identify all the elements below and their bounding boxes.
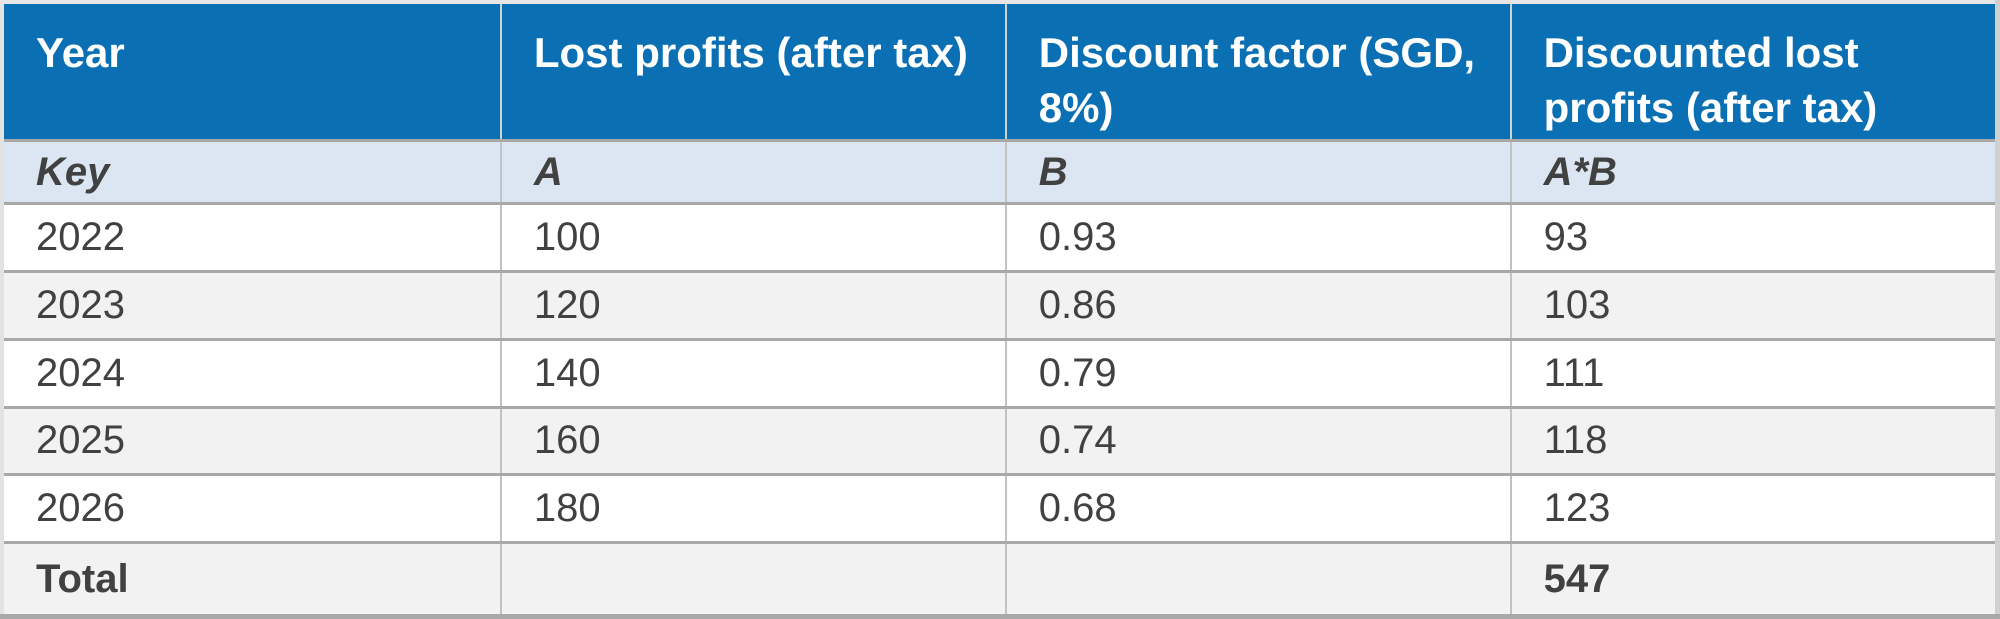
discounted-lost-profits-cell: 93 bbox=[1509, 202, 1998, 272]
year-cell: 2022 bbox=[2, 202, 501, 272]
discount-factor-cell: 0.86 bbox=[1004, 270, 1511, 340]
lost-profits-cell: 160 bbox=[499, 405, 1006, 475]
total-label-cell: Total bbox=[2, 541, 501, 617]
total-discount-factor-cell bbox=[1004, 541, 1511, 617]
lost-profits-cell: 180 bbox=[499, 473, 1006, 543]
header-cell-year: Year bbox=[2, 2, 501, 141]
key-b-cell: B bbox=[1004, 138, 1511, 204]
key-a-cell: A bbox=[499, 138, 1006, 204]
year-cell: 2026 bbox=[2, 473, 501, 543]
discounted-lost-profits-cell: 123 bbox=[1509, 473, 1998, 543]
lost-profits-cell: 140 bbox=[499, 337, 1006, 408]
key-row: Key A B A*B bbox=[2, 138, 1998, 204]
discount-factor-cell: 0.79 bbox=[1004, 337, 1511, 408]
header-cell-discounted-lost-profits: Discounted lost profits (after tax) bbox=[1509, 2, 1998, 141]
table-row-2025: 2025 160 0.74 118 bbox=[2, 405, 1998, 475]
table-row-2023: 2023 120 0.86 103 bbox=[2, 270, 1998, 340]
key-ab-cell: A*B bbox=[1509, 138, 1998, 204]
discounted-lost-profits-cell: 103 bbox=[1509, 270, 1998, 340]
total-lost-profits-cell bbox=[499, 541, 1006, 617]
discount-factor-cell: 0.74 bbox=[1004, 405, 1511, 475]
discounted-lost-profits-cell: 118 bbox=[1509, 405, 1998, 475]
total-discounted-lost-profits-cell: 547 bbox=[1509, 541, 1998, 617]
discount-factor-cell: 0.93 bbox=[1004, 202, 1511, 272]
table-row-2024: 2024 140 0.79 111 bbox=[2, 337, 1998, 408]
lost-profits-cell: 120 bbox=[499, 270, 1006, 340]
header-cell-discount-factor: Discount factor (SGD, 8%) bbox=[1004, 2, 1511, 141]
year-cell: 2025 bbox=[2, 405, 501, 475]
lost-profits-cell: 100 bbox=[499, 202, 1006, 272]
table-row-2022: 2022 100 0.93 93 bbox=[2, 202, 1998, 272]
total-row: Total 547 bbox=[2, 541, 1998, 617]
discounted-lost-profits-cell: 111 bbox=[1509, 337, 1998, 408]
year-cell: 2024 bbox=[2, 337, 501, 408]
discount-factor-cell: 0.68 bbox=[1004, 473, 1511, 543]
key-label-cell: Key bbox=[2, 138, 501, 204]
header-cell-lost-profits: Lost profits (after tax) bbox=[499, 2, 1006, 141]
table-header-row: Year Lost profits (after tax) Discount f… bbox=[2, 2, 1998, 141]
table-row-2026: 2026 180 0.68 123 bbox=[2, 473, 1998, 543]
year-cell: 2023 bbox=[2, 270, 501, 340]
